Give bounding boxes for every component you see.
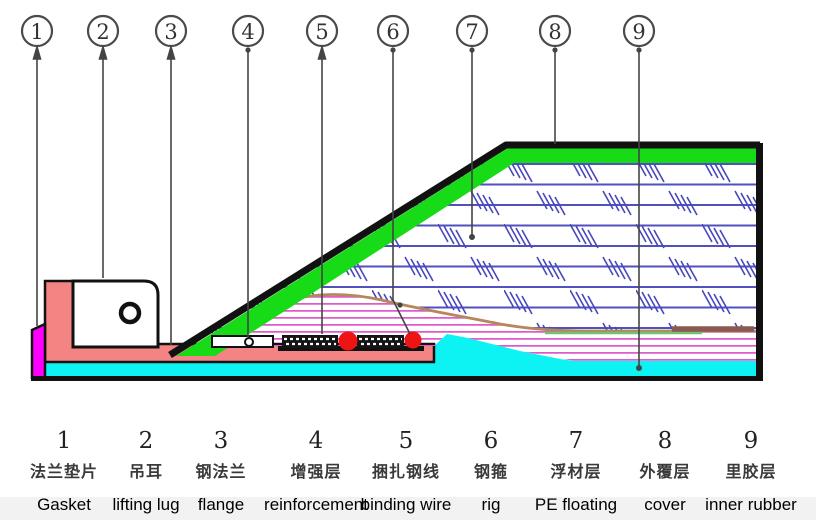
legend-item-flange: 3 钢法兰 flange [195, 428, 246, 516]
callout-circle-4 [231, 14, 265, 48]
legend-number: 4 [308, 428, 324, 454]
callout-number-7: 7 [465, 20, 478, 44]
legend-label-zh: 浮材层 [550, 464, 602, 481]
callout-circle-1 [20, 14, 54, 48]
legend-label-zh: 捆扎钢线 [371, 464, 441, 481]
leader-4-target-ring [244, 337, 254, 347]
legend-label-zh: 吊耳 [128, 464, 164, 481]
legend-number: 5 [398, 428, 414, 454]
hose-right-edge [756, 143, 763, 380]
steel-hoop-dot [404, 331, 422, 349]
hose-bottom-edge [31, 376, 763, 381]
cover-outer-skin [168, 141, 760, 358]
callout-number-2: 2 [96, 20, 109, 44]
legend-label-zh: 法兰垫片 [29, 464, 99, 481]
legend-english-band [0, 497, 816, 520]
legend-number: 9 [743, 428, 759, 454]
callout-circle-7 [455, 14, 489, 48]
callout-number-6: 6 [386, 20, 399, 44]
callout-number-3: 3 [164, 20, 177, 44]
callout-circle-5 [305, 14, 339, 48]
binding-wire-strip [357, 335, 404, 348]
legend-item-reinforcement: 4 增强层 reinforcement [264, 428, 368, 516]
legend-label-en: Gasket [37, 495, 91, 514]
hose-cross-section-diagram: 1 2 3 4 5 6 7 8 9 [20, 14, 763, 381]
legend-label-en: reinforcement [264, 495, 368, 514]
flange-white-strip [211, 335, 274, 348]
callout-circle-9 [622, 14, 656, 48]
legend-label-zh: 外覆层 [639, 464, 691, 481]
legend-label-en: binding wire [360, 495, 452, 514]
legend-label-en: rig [481, 495, 501, 514]
legend-item-binding-wire: 5 捆扎钢线 binding wire [361, 428, 452, 516]
leader-arrow-1 [32, 44, 42, 60]
callout-number-8: 8 [548, 20, 561, 44]
binding-wire-strip [282, 335, 338, 348]
legend-label-zh: 钢法兰 [195, 464, 247, 481]
gasket-shape [30, 322, 47, 380]
legend-label-en: lifting lug [112, 495, 180, 514]
callout-number-9: 9 [632, 20, 645, 44]
callout-circle-6 [376, 14, 410, 48]
legend-number: 2 [138, 428, 154, 454]
callout-circle-8 [538, 14, 572, 48]
legend-label-zh: 里胶层 [725, 464, 777, 481]
callout-circle-2 [86, 14, 120, 48]
inner-rubber-layer-shape [45, 334, 758, 377]
legend-item-lifting-lug: 2 吊耳 lifting lug [112, 428, 179, 516]
legend-item-rig: 6 钢箍 rig [474, 428, 508, 516]
legend-item-inner-rubber: 9 里胶层 inner rubber [705, 428, 797, 516]
callout-number-1: 1 [30, 20, 43, 44]
legend-number: 7 [568, 428, 584, 454]
leader-lines [32, 44, 642, 371]
lifting-lug-shape [71, 279, 160, 349]
legend-item-pe-floating: 7 浮材层 PE floating [535, 428, 617, 516]
lifting-lug-hole [118, 301, 142, 325]
leader-arrow-5 [317, 44, 327, 60]
callout-circle-3 [154, 14, 188, 48]
legend-number: 6 [483, 428, 499, 454]
legend-label-en: inner rubber [705, 495, 797, 514]
legend-item-cover: 8 外覆层 cover [639, 428, 690, 516]
legend-number: 3 [213, 428, 229, 454]
leader-arrow-3 [166, 44, 176, 60]
legend-label-en: cover [644, 495, 686, 514]
steel-hoop-dot [338, 331, 358, 351]
leader-arrow-2 [98, 44, 108, 60]
callout-circles: 1 2 3 4 5 6 7 8 9 [20, 14, 656, 48]
legend-number: 8 [657, 428, 673, 454]
legend-label-zh: 增强层 [290, 464, 342, 481]
legend-label-en: PE floating [534, 495, 618, 514]
legend-label-zh: 钢箍 [473, 464, 509, 481]
legend-number: 1 [56, 428, 72, 454]
legend-label-en: flange [197, 495, 245, 514]
legend-item-gasket: 1 法兰垫片 Gasket [30, 428, 98, 516]
leader-line-6 [392, 49, 411, 335]
callout-number-5: 5 [315, 20, 328, 44]
callout-number-4: 4 [241, 20, 254, 44]
